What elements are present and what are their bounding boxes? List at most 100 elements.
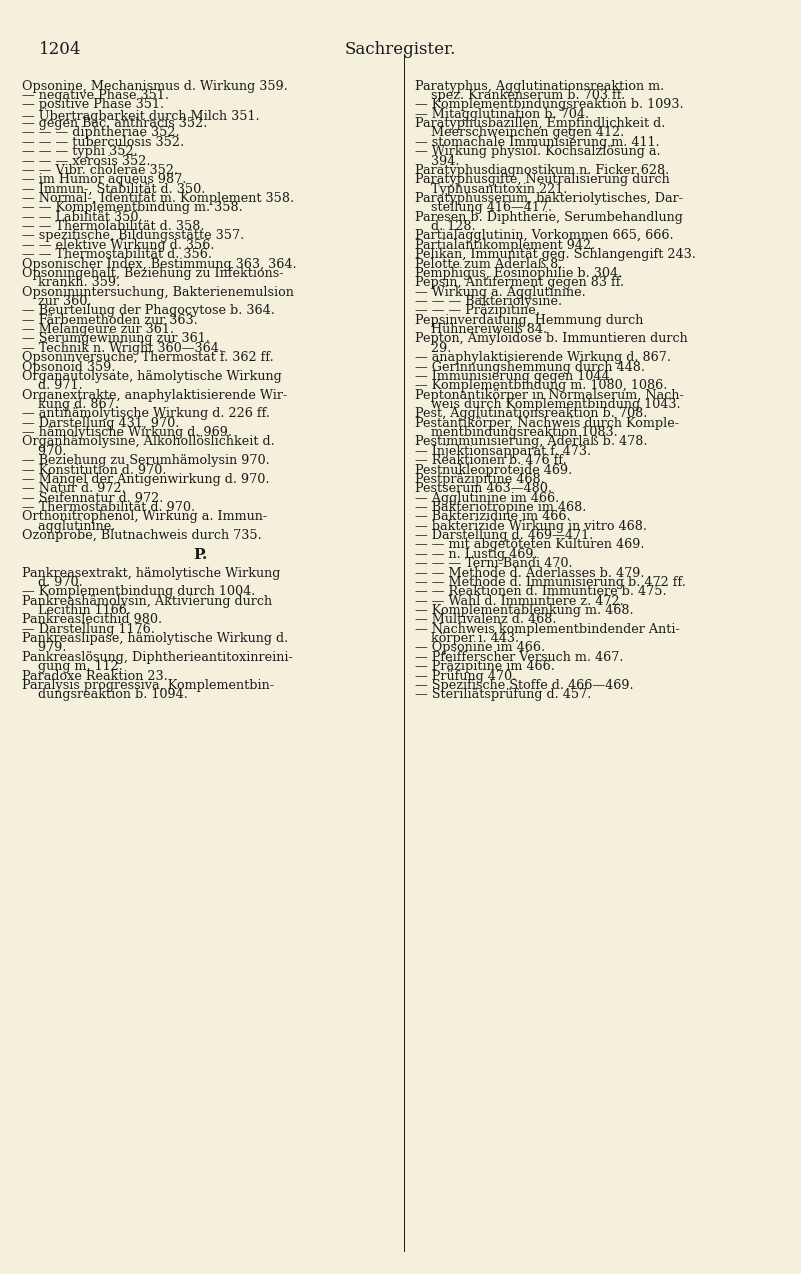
Text: — Bakteriotropine im 468.: — Bakteriotropine im 468. — [415, 501, 586, 513]
Text: Hühnereiweiß 84.: Hühnereiweiß 84. — [415, 324, 547, 336]
Text: Orthonitrophenol, Wirkung a. Immun-: Orthonitrophenol, Wirkung a. Immun- — [22, 511, 268, 524]
Text: — Mangel der Antigenwirkung d. 970.: — Mangel der Antigenwirkung d. 970. — [22, 473, 270, 485]
Text: spez. Krankenserum b. 703 ff.: spez. Krankenserum b. 703 ff. — [415, 89, 625, 102]
Text: — Serumgewinnung zur 361.: — Serumgewinnung zur 361. — [22, 333, 211, 345]
Text: — Melangeure zur 361.: — Melangeure zur 361. — [22, 324, 175, 336]
Text: — — Methode d. Immunisierung b. 472 ff.: — — Methode d. Immunisierung b. 472 ff. — [415, 576, 686, 589]
Text: d. 128.: d. 128. — [415, 220, 476, 233]
Text: gung m. 112.: gung m. 112. — [22, 660, 123, 673]
Text: Peptonantikörper in Normalserum, Nach-: Peptonantikörper in Normalserum, Nach- — [415, 389, 684, 401]
Text: Paradoxe Reaktion 23.: Paradoxe Reaktion 23. — [22, 670, 168, 683]
Text: — Gerinnungshemmung durch 448.: — Gerinnungshemmung durch 448. — [415, 361, 645, 373]
Text: — — n. Lustig 469.: — — n. Lustig 469. — [415, 548, 537, 561]
Text: krankh. 359.: krankh. 359. — [22, 276, 121, 289]
Text: Opsonischer Index, Bestimmung 363, 364.: Opsonischer Index, Bestimmung 363, 364. — [22, 257, 297, 270]
Text: Paratyphusdiagnostikum n. Ficker 628.: Paratyphusdiagnostikum n. Ficker 628. — [415, 164, 669, 177]
Text: — — Wahl d. Immuntiere z. 472.: — — Wahl d. Immuntiere z. 472. — [415, 595, 624, 608]
Text: — antihämolytische Wirkung d. 226 ff.: — antihämolytische Wirkung d. 226 ff. — [22, 408, 271, 420]
Text: — Komplementbindungsreaktion b. 1093.: — Komplementbindungsreaktion b. 1093. — [415, 98, 683, 111]
Text: stellung 416—417.: stellung 416—417. — [415, 201, 552, 214]
Text: — anaphylaktisierende Wirkung d. 867.: — anaphylaktisierende Wirkung d. 867. — [415, 352, 671, 364]
Text: — spezifische, Bildungsstätte 357.: — spezifische, Bildungsstätte 357. — [22, 229, 244, 242]
Text: — Opsonine im 466.: — Opsonine im 466. — [415, 642, 545, 655]
Text: Pelotte zum Aderlaß 8.: Pelotte zum Aderlaß 8. — [415, 257, 562, 270]
Text: dungsreaktion b. 1094.: dungsreaktion b. 1094. — [22, 688, 188, 701]
Text: Typhusantitoxin 221.: Typhusantitoxin 221. — [415, 182, 567, 196]
Text: — — — tuberculosis 352.: — — — tuberculosis 352. — [22, 136, 184, 149]
Text: — — mit abgetöteten Kulturen 469.: — — mit abgetöteten Kulturen 469. — [415, 539, 645, 552]
Text: — im Humor aqueus 987.: — im Humor aqueus 987. — [22, 173, 187, 186]
Text: 29.: 29. — [415, 341, 451, 355]
Text: Opsoninuntersuchung, Bakterienemulsion: Opsoninuntersuchung, Bakterienemulsion — [22, 285, 294, 298]
Text: — Natur d. 972.: — Natur d. 972. — [22, 483, 127, 496]
Text: — Multivalenz d. 468.: — Multivalenz d. 468. — [415, 613, 557, 627]
Text: — Steriliätsprüfung d. 457.: — Steriliätsprüfung d. 457. — [415, 688, 591, 701]
Text: — Reaktionen b. 476 ff.: — Reaktionen b. 476 ff. — [415, 455, 566, 468]
Text: Pankreasextrakt, hämolytische Wirkung: Pankreasextrakt, hämolytische Wirkung — [22, 567, 281, 580]
Text: — Darstellung 1176.: — Darstellung 1176. — [22, 623, 155, 636]
Text: — Injektionsapparat f. 473.: — Injektionsapparat f. 473. — [415, 445, 591, 457]
Text: Opsonine, Mechanismus d. Wirkung 359.: Opsonine, Mechanismus d. Wirkung 359. — [22, 79, 288, 93]
Text: 979.: 979. — [22, 642, 67, 655]
Text: — — Thermostabilität d. 356.: — — Thermostabilität d. 356. — [22, 248, 212, 261]
Text: — — Thermolabilität d. 358.: — — Thermolabilität d. 358. — [22, 220, 205, 233]
Text: Organautolysate, hämolytische Wirkung: Organautolysate, hämolytische Wirkung — [22, 369, 282, 383]
Text: — Seifennatur d. 972.: — Seifennatur d. 972. — [22, 492, 163, 505]
Text: — negative Phase 351.: — negative Phase 351. — [22, 89, 170, 102]
Text: Opsoninversuche, Thermostat f. 362 ff.: Opsoninversuche, Thermostat f. 362 ff. — [22, 352, 274, 364]
Text: — Komplementbindung m. 1080, 1086.: — Komplementbindung m. 1080, 1086. — [415, 380, 667, 392]
Text: weis durch Komplementbindung 1043.: weis durch Komplementbindung 1043. — [415, 397, 681, 412]
Text: — positive Phase 351.: — positive Phase 351. — [22, 98, 164, 111]
Text: Pestnukleoproteide 469.: Pestnukleoproteide 469. — [415, 464, 572, 476]
Text: körper i. 443.: körper i. 443. — [415, 632, 519, 645]
Text: Pestserum 463—480.: Pestserum 463—480. — [415, 483, 552, 496]
Text: — Nachweis komplementbindender Anti-: — Nachweis komplementbindender Anti- — [415, 623, 680, 636]
Text: — Pfeifferscher Versuch m. 467.: — Pfeifferscher Versuch m. 467. — [415, 651, 623, 664]
Text: Pankreaslipase, hämolytische Wirkung d.: Pankreaslipase, hämolytische Wirkung d. — [22, 632, 288, 645]
Text: d. 970.: d. 970. — [22, 576, 83, 589]
Text: — — — typhi 352.: — — — typhi 352. — [22, 145, 139, 158]
Text: — — — xerosis 352.: — — — xerosis 352. — [22, 154, 151, 168]
Text: d. 971.: d. 971. — [22, 380, 83, 392]
Text: 970.: 970. — [22, 445, 67, 457]
Text: — Komplementbindung durch 1004.: — Komplementbindung durch 1004. — [22, 585, 256, 599]
Text: Paratyphusbazillen, Empfindlichkeit d.: Paratyphusbazillen, Empfindlichkeit d. — [415, 117, 666, 130]
Text: — Beurteilung der Phagocytose b. 364.: — Beurteilung der Phagocytose b. 364. — [22, 304, 276, 317]
Text: — Übertragbarkeit durch Milch 351.: — Übertragbarkeit durch Milch 351. — [22, 108, 260, 122]
Text: Partialagglutinin, Vorkommen 665, 666.: Partialagglutinin, Vorkommen 665, 666. — [415, 229, 674, 242]
Text: Pankreaslecithid 980.: Pankreaslecithid 980. — [22, 613, 163, 627]
Text: — Darstellung d. 469—471.: — Darstellung d. 469—471. — [415, 529, 594, 543]
Text: — — Vibr. cholerae 352.: — — Vibr. cholerae 352. — [22, 164, 179, 177]
Text: Pepsin, Antiferment gegen 83 ff.: Pepsin, Antiferment gegen 83 ff. — [415, 276, 624, 289]
Text: — — — Bakteriolysine.: — — — Bakteriolysine. — [415, 296, 562, 308]
Text: P.: P. — [193, 548, 207, 562]
Text: — Wirkung a. Agglutinine.: — Wirkung a. Agglutinine. — [415, 285, 586, 298]
Text: — Darstellung 431, 970.: — Darstellung 431, 970. — [22, 417, 179, 429]
Text: — Agglutinine im 466.: — Agglutinine im 466. — [415, 492, 559, 505]
Text: kung d. 867.: kung d. 867. — [22, 397, 119, 412]
Text: mentbindungsreaktion 1083.: mentbindungsreaktion 1083. — [415, 426, 618, 440]
Text: — Thermostabilität d. 970.: — Thermostabilität d. 970. — [22, 501, 195, 513]
Text: — Färbemethoden zur 363.: — Färbemethoden zur 363. — [22, 313, 198, 326]
Text: Opsoningehalt, Beziehung zu Infektions-: Opsoningehalt, Beziehung zu Infektions- — [22, 268, 284, 280]
Text: Sachregister.: Sachregister. — [344, 41, 457, 57]
Text: Pepsinverdauung, Hemmung durch: Pepsinverdauung, Hemmung durch — [415, 313, 643, 326]
Text: — gegen Bac. anthracis 352.: — gegen Bac. anthracis 352. — [22, 117, 207, 130]
Text: — — — Präzipitine.: — — — Präzipitine. — [415, 304, 540, 317]
Text: — Konstitution d. 970.: — Konstitution d. 970. — [22, 464, 167, 476]
Text: — Normal-, Identität m. Komplement 358.: — Normal-, Identität m. Komplement 358. — [22, 192, 295, 205]
Text: — Immun-, Stabilität d. 350.: — Immun-, Stabilität d. 350. — [22, 182, 206, 196]
Text: Pestpräzipitine 468.: Pestpräzipitine 468. — [415, 473, 545, 485]
Text: Paralysis progressiva, Komplementbin-: Paralysis progressiva, Komplementbin- — [22, 679, 275, 692]
Text: — Mitagglutination b. 704.: — Mitagglutination b. 704. — [415, 108, 589, 121]
Text: — — elektive Wirkung d. 356.: — — elektive Wirkung d. 356. — [22, 238, 215, 252]
Text: Organhämolysine, Alkohollöslichkeit d.: Organhämolysine, Alkohollöslichkeit d. — [22, 436, 276, 448]
Text: — Komplementablenkung m. 468.: — Komplementablenkung m. 468. — [415, 604, 634, 617]
Text: Partialantikomplement 942.: Partialantikomplement 942. — [415, 238, 595, 252]
Text: — Beziehung zu Serumhämolysin 970.: — Beziehung zu Serumhämolysin 970. — [22, 455, 270, 468]
Text: Pankreaslösung, Diphtherieantitoxinreini-: Pankreaslösung, Diphtherieantitoxinreini… — [22, 651, 293, 664]
Text: — — — Terni-Bandi 470.: — — — Terni-Bandi 470. — [415, 557, 573, 571]
Text: — Immunisierung gegen 1044.: — Immunisierung gegen 1044. — [415, 369, 614, 383]
Text: Lecithin 1166.: Lecithin 1166. — [22, 604, 131, 617]
Text: — Prüfung 470.: — Prüfung 470. — [415, 670, 516, 683]
